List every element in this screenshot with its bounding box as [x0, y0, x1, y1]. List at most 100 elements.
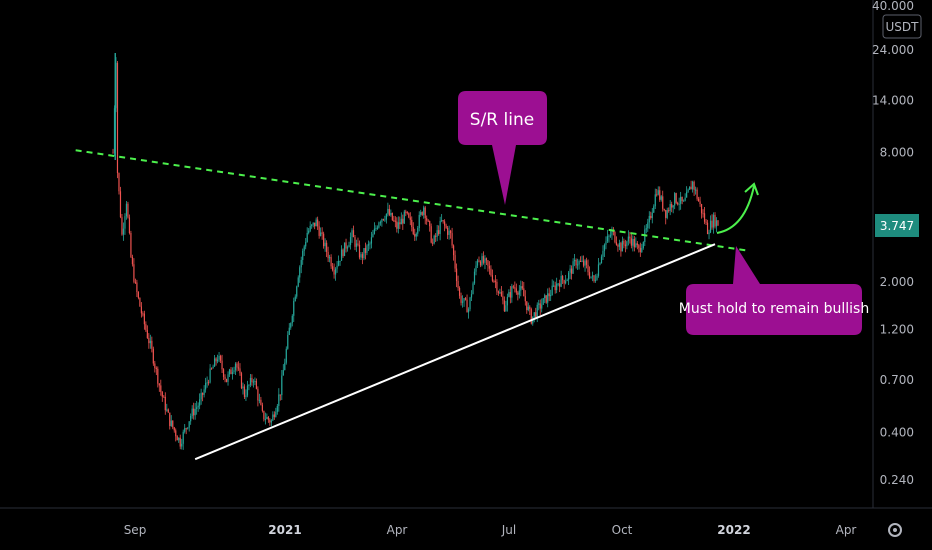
candle-body [284, 362, 286, 371]
candle-body [432, 242, 434, 244]
candle-body [397, 222, 399, 229]
candle-body [260, 399, 262, 405]
candle-body [406, 211, 408, 214]
time-axis[interactable]: Sep 2021 Apr Jul Oct 2022 Apr [0, 507, 932, 537]
candle-body [245, 395, 247, 397]
candle-body [550, 295, 552, 297]
candle-body [178, 437, 180, 441]
currency-label: USDT [886, 20, 920, 34]
candle-body [441, 220, 443, 222]
candle-body [194, 408, 196, 416]
candle-body [461, 301, 464, 303]
settings-gear-icon[interactable] [888, 523, 902, 537]
candle-body [246, 385, 249, 396]
candle-body [142, 313, 144, 315]
currency-badge[interactable] [882, 14, 922, 39]
candle-body [390, 212, 392, 216]
candle-body [464, 298, 467, 300]
candle-body [556, 283, 558, 291]
candle-body [402, 218, 404, 224]
candle-body [155, 368, 157, 370]
candle-body [345, 242, 347, 249]
candle-body [294, 296, 296, 302]
candle-body [202, 392, 204, 395]
candle-body [173, 427, 175, 431]
candle-body [170, 420, 172, 426]
candle-body [146, 330, 148, 339]
candle-body [427, 220, 429, 222]
candle-body [593, 275, 595, 282]
candlestick-series [112, 53, 719, 450]
candle-body [199, 399, 201, 406]
candle-body [506, 296, 508, 306]
candle-body [212, 366, 214, 369]
time-tick-label: 2022 [717, 523, 750, 537]
candle-body [635, 243, 637, 248]
candle-body [364, 248, 367, 253]
candle-body [469, 297, 471, 310]
candle-body [318, 226, 320, 236]
candle-body [196, 407, 198, 409]
candle-body [439, 220, 441, 234]
price-tick-label: 40.000 [872, 0, 914, 13]
candle-body [666, 210, 668, 218]
candle-body [557, 283, 559, 285]
candle-body [639, 247, 641, 253]
candle-body [160, 385, 162, 392]
candle-body [671, 203, 673, 208]
candle-body [384, 219, 386, 221]
candle-body [473, 271, 476, 284]
candle-body [324, 242, 326, 247]
candle-body [451, 233, 453, 246]
candle-body [255, 381, 258, 389]
candle-body [590, 276, 592, 278]
candle-body [163, 396, 165, 398]
candle-body [122, 228, 125, 235]
candle-body [376, 227, 379, 229]
candle-body [709, 220, 712, 233]
support-callout: Must hold to remain bullish [679, 246, 869, 335]
candle-body [130, 233, 132, 257]
candle-body [326, 242, 328, 252]
candle-body [291, 315, 293, 324]
candle-body [396, 221, 398, 229]
candle-body [565, 281, 567, 284]
price-tick-label: 8.000 [880, 146, 914, 160]
price-axis[interactable]: 40.000 24.000 14.000 8.000 2.000 1.200 0.700 0.… [872, 0, 932, 508]
time-tick-label: Sep [124, 523, 147, 537]
candle-body [388, 208, 390, 216]
candle-body [677, 202, 679, 205]
candle-body [361, 254, 364, 259]
candle-body [573, 259, 576, 262]
candle-body [700, 204, 703, 214]
candle-body [279, 394, 281, 396]
candle-body [458, 287, 461, 296]
candle-body [523, 288, 525, 297]
candle-body [258, 399, 260, 401]
candle-body [656, 194, 658, 196]
candle-body [363, 248, 365, 259]
candle-body [689, 186, 691, 190]
candle-body [657, 190, 659, 195]
candle-body [544, 295, 546, 299]
candle-body [346, 247, 349, 249]
candle-body [684, 197, 686, 201]
candle-body [463, 298, 465, 302]
candle-body [181, 443, 183, 447]
candle-body [210, 368, 213, 370]
last-price-tag [875, 214, 919, 237]
candle-body [227, 374, 229, 382]
candle-body [490, 268, 492, 276]
candle-body [330, 257, 332, 267]
candle-body [381, 219, 383, 223]
candle-body [587, 264, 589, 273]
candle-body [545, 295, 547, 303]
candle-body [636, 243, 638, 246]
candle-body [678, 203, 680, 205]
candle-body [585, 260, 588, 265]
candle-body [252, 381, 255, 383]
candle-body [239, 368, 241, 374]
candle-body [230, 369, 232, 375]
